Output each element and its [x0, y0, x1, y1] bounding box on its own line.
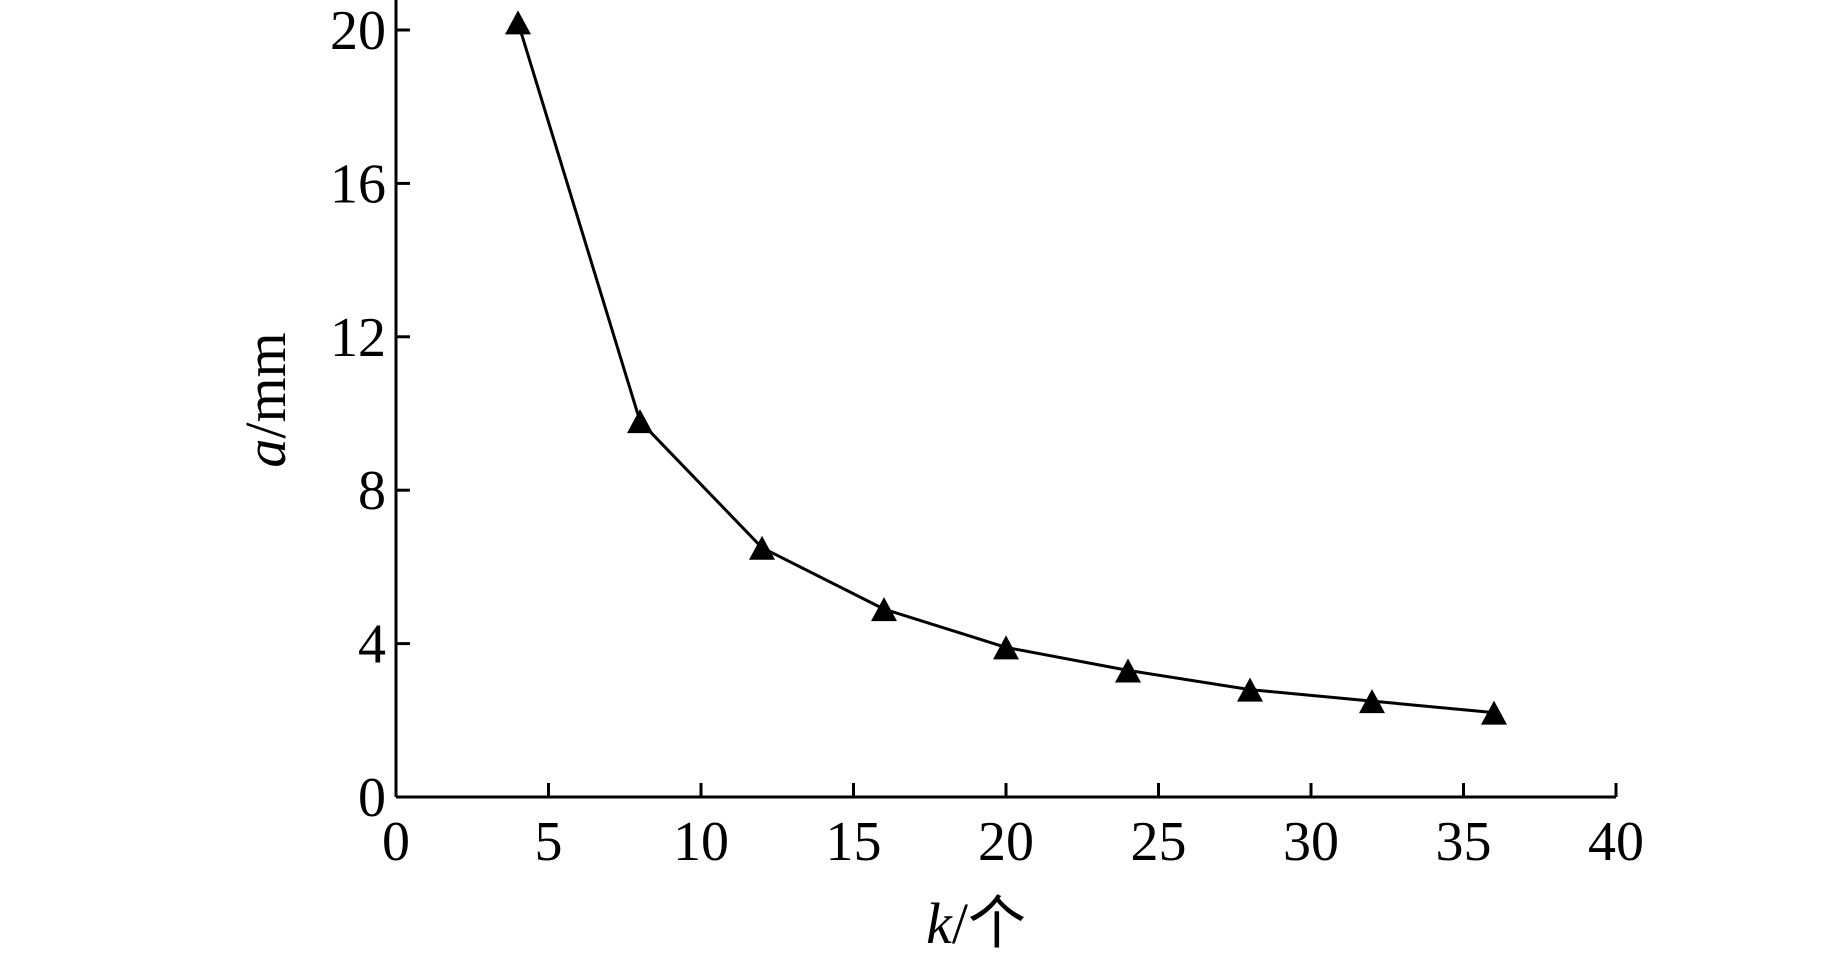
y-tick-label: 20 [330, 0, 386, 62]
marker-layer [505, 10, 1507, 725]
x-axis-title: k/个 [926, 891, 1026, 956]
y-axis-title: a/mm [233, 332, 298, 467]
data-point-triangle [1237, 677, 1263, 702]
x-tick-label: 20 [978, 811, 1034, 873]
series-line-layer [516, 21, 1495, 715]
data-point-triangle [1359, 689, 1385, 714]
data-point-triangle [1481, 700, 1507, 725]
x-axis-unit: /个 [952, 891, 1026, 956]
series-line [516, 21, 1495, 715]
axes: 0 5 10 15 20 25 30 35 40 0 4 8 12 16 20 [330, 0, 1644, 873]
y-axis-variable: a [233, 439, 298, 468]
x-tick-label: 0 [382, 811, 410, 873]
data-point-triangle [505, 10, 531, 35]
x-tick-label: 25 [1131, 811, 1187, 873]
x-axis-variable: k [926, 891, 953, 956]
y-tick-label: 12 [330, 307, 386, 369]
x-tick-label: 40 [1588, 811, 1644, 873]
x-tick-label: 30 [1283, 811, 1339, 873]
x-tick-label: 35 [1436, 811, 1492, 873]
y-tick-label: 16 [330, 153, 386, 215]
y-axis-unit: /mm [233, 332, 298, 438]
y-tick-label: 4 [358, 614, 386, 676]
data-point-triangle [749, 535, 775, 560]
x-tick-label: 10 [673, 811, 729, 873]
x-tick-label: 5 [535, 811, 563, 873]
x-tick-label: 15 [826, 811, 882, 873]
y-tick-label: 8 [358, 460, 386, 522]
data-point-triangle [993, 635, 1019, 660]
y-tick-label: 0 [358, 767, 386, 829]
data-point-triangle [871, 597, 897, 622]
data-point-triangle [627, 409, 653, 434]
axis-title-layer: k/个 a/mm [233, 332, 1026, 956]
data-point-triangle [1115, 658, 1141, 683]
